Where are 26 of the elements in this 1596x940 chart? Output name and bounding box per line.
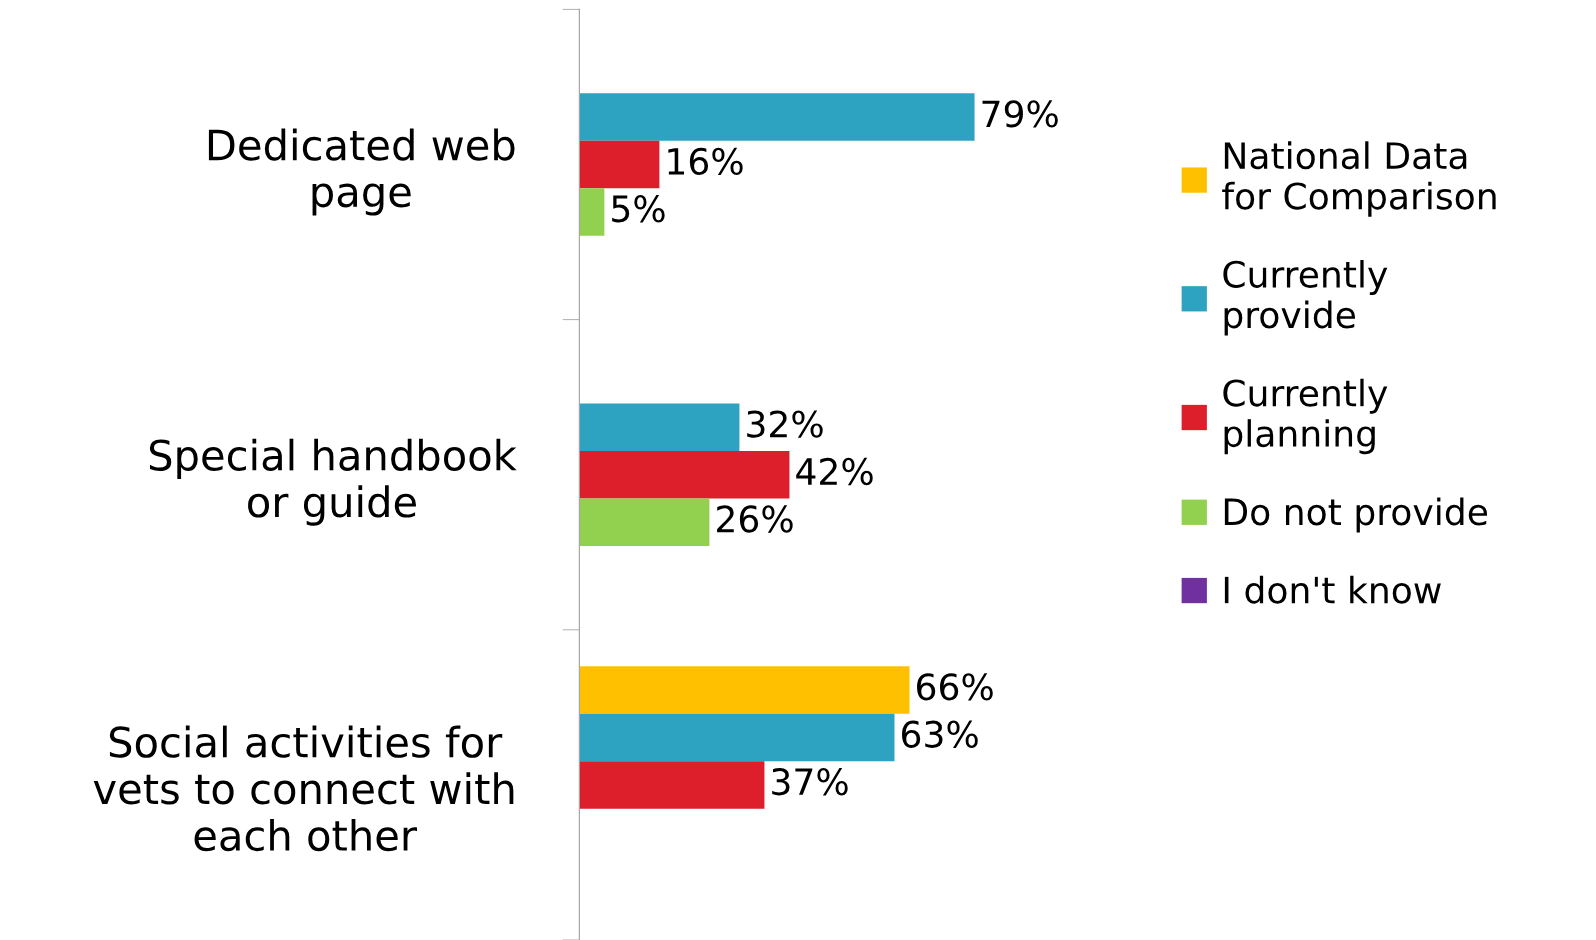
legend-label: National Data for Comparison (1222, 141, 1496, 217)
bar (579, 403, 740, 451)
bar (579, 761, 765, 809)
bar (579, 666, 910, 714)
y-tick-label: Dedicated web page (208, 128, 515, 216)
data-label: 16% (668, 147, 743, 175)
data-label: 79% (982, 100, 1058, 128)
bar (579, 93, 975, 141)
y-tick-label: Special handbook or guide (149, 438, 517, 526)
bar (579, 450, 790, 499)
data-label: 26% (717, 505, 793, 533)
bar (579, 140, 660, 189)
data-label: 37% (772, 768, 848, 796)
legend-label: Currently provide (1223, 260, 1388, 336)
data-label: 32% (747, 410, 823, 438)
legend-label: Do not provide (1224, 497, 1488, 533)
legend-label: Currently planning (1223, 378, 1388, 455)
data-label: 42% (796, 457, 873, 486)
bar (579, 188, 605, 236)
data-label: 5% (612, 195, 665, 223)
bar (579, 498, 710, 546)
y-tick-label: Social activities for vets to connect with each other (93, 725, 514, 852)
bar (579, 713, 895, 762)
data-label: 66% (917, 673, 993, 701)
data-label: 63% (902, 720, 978, 748)
legend-label: I don't know (1224, 575, 1441, 604)
